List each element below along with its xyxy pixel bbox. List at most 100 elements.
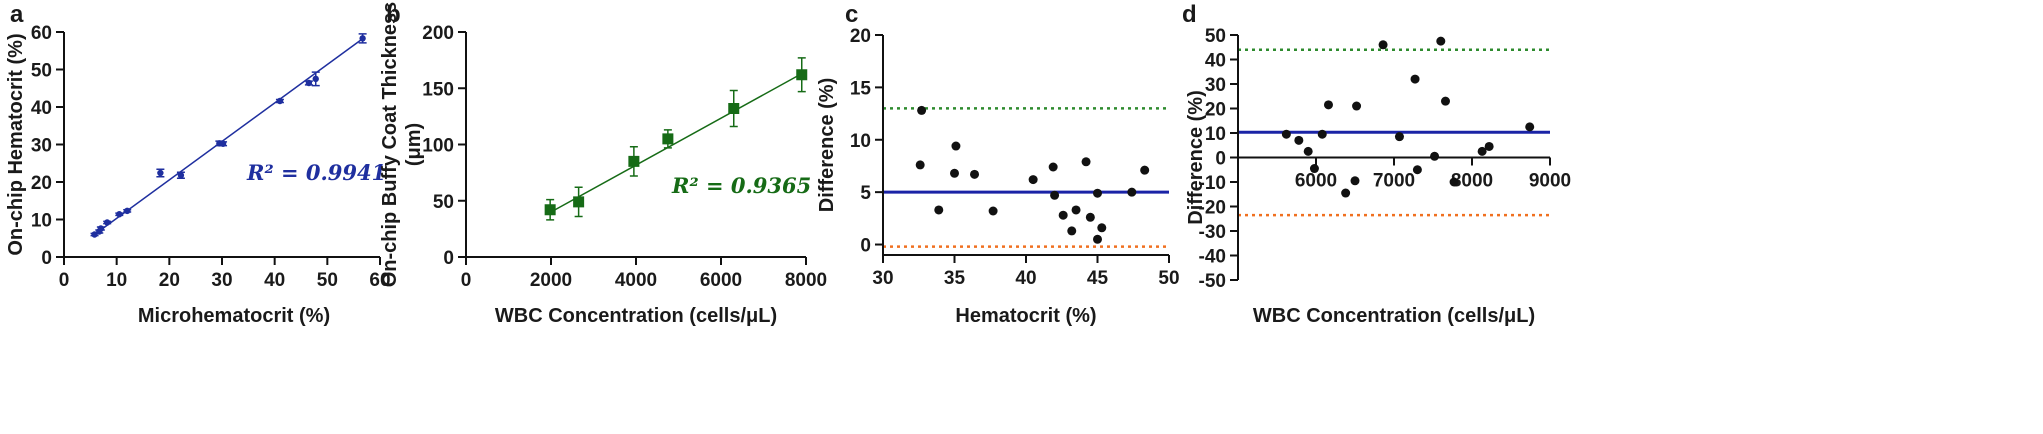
data-point (276, 97, 284, 105)
x-axis-title: WBC Concentration (cells/μL) (1253, 305, 1535, 327)
regression-fit-line (92, 38, 363, 237)
data-point (1350, 176, 1360, 186)
data-point (988, 206, 998, 216)
data-point (1410, 74, 1420, 84)
y-tick-label: 40 (31, 98, 52, 119)
data-point (1028, 175, 1038, 185)
data-point (917, 105, 927, 115)
data-point (1412, 165, 1422, 175)
panel-d: d -50 -40 -30 -20 -10 0 10 20 30 40 50 6000 7000 8000 9… (1182, 1, 1571, 327)
y-tick-label: -30 (1199, 222, 1226, 243)
r-squared-annotation: R² = 0.9941 (246, 160, 386, 185)
data-point (1093, 234, 1102, 244)
data-point (1449, 177, 1459, 187)
y-tick-label: 0 (1215, 149, 1226, 170)
data-point (116, 211, 123, 218)
data-point (1281, 129, 1291, 139)
x-tick-label: 40 (1015, 268, 1036, 289)
data-point (1477, 146, 1487, 156)
data-point (219, 140, 227, 147)
r-squared-annotation: R² = 0.9365 (671, 173, 811, 198)
data-point (662, 133, 674, 145)
data-point (312, 75, 319, 83)
panel-a: a 0 10 20 30 40 50 60 0 10 20 30 40 50 60 Microhematocr… (5, 1, 391, 327)
y-tick-label: 5 (860, 183, 871, 204)
data-point (796, 69, 808, 81)
data-point (177, 172, 185, 179)
x-tick-label: 6000 (700, 270, 742, 291)
x-tick-label: 40 (264, 270, 285, 291)
x-tick-label: 50 (317, 270, 338, 291)
data-point (1440, 96, 1450, 106)
y-tick-label: -40 (1199, 247, 1226, 268)
y-tick-label: 40 (1205, 51, 1226, 72)
x-tick-label: 30 (211, 270, 232, 291)
y-axis-title-line: On-chip Buffy Coat Thickness (379, 2, 401, 288)
data-point (970, 169, 980, 179)
y-tick-label: 200 (422, 23, 454, 44)
regression-fit-line (550, 72, 803, 213)
x-tick-label: 30 (872, 268, 893, 289)
y-tick-label: 50 (31, 61, 52, 82)
panel-letter: a (10, 1, 24, 28)
x-tick-label: 0 (461, 270, 472, 291)
y-tick-label: 0 (41, 248, 52, 269)
x-tick-label: 0 (59, 270, 70, 291)
data-point (1394, 132, 1404, 142)
y-axis-title: Difference (%) (1185, 90, 1207, 224)
y-axis-title: On-chip Buffy Coat Thickness (μm) (379, 2, 425, 288)
data-point (1140, 165, 1150, 175)
data-point (1071, 205, 1081, 215)
x-tick-label: 9000 (1529, 171, 1571, 192)
data-point (305, 79, 313, 87)
y-tick-label: 60 (31, 23, 52, 44)
data-point (628, 155, 640, 167)
data-point (951, 141, 961, 151)
x-tick-label: 4000 (615, 270, 657, 291)
y-tick-label: 50 (433, 192, 454, 213)
y-tick-label: 30 (1205, 75, 1226, 96)
x-axis-title: Hematocrit (%) (955, 305, 1096, 327)
panel-letter: b (386, 1, 401, 28)
y-axis-title: On-chip Hematocrit (%) (5, 33, 27, 255)
data-point (1127, 187, 1137, 197)
data-point (157, 169, 164, 177)
y-tick-label: -10 (1199, 173, 1226, 194)
y-tick-label: 30 (31, 136, 52, 157)
data-point (1323, 100, 1333, 110)
y-tick-label: -20 (1199, 198, 1226, 219)
y-tick-label: 20 (31, 173, 52, 194)
y-tick-label: 10 (1205, 124, 1226, 145)
data-point (1378, 40, 1388, 50)
data-point (950, 168, 959, 178)
x-tick-label: 20 (159, 270, 180, 291)
data-point (1430, 151, 1440, 161)
x-tick-label: 8000 (1451, 171, 1493, 192)
data-point (1093, 188, 1102, 198)
data-point (1525, 122, 1535, 132)
y-tick-label: 50 (1205, 26, 1226, 47)
data-point (1484, 141, 1494, 151)
x-tick-label: 35 (944, 268, 966, 289)
data-point (1317, 129, 1327, 139)
data-point (124, 207, 131, 215)
panel-c: c 0 5 10 15 20 30 35 40 45 50 Hematocrit (%) Differe… (816, 1, 1180, 327)
y-tick-label: 0 (860, 236, 871, 257)
data-point (1085, 212, 1095, 222)
data-point (1352, 101, 1362, 111)
data-point (1058, 210, 1068, 220)
panel-letter: c (845, 1, 858, 28)
y-axis-title-line: (μm) (403, 123, 425, 166)
data-point (103, 219, 111, 226)
data-point (97, 225, 105, 232)
data-point (1436, 36, 1446, 46)
panel-letter: d (1182, 1, 1197, 28)
y-tick-label: 10 (850, 131, 871, 152)
y-tick-label: 150 (422, 79, 454, 100)
data-point (1050, 190, 1060, 200)
data-point (1097, 223, 1107, 233)
data-point (1081, 157, 1091, 167)
data-point (1294, 135, 1304, 145)
data-point (1341, 188, 1351, 198)
y-axis-title: Difference (%) (816, 78, 838, 212)
